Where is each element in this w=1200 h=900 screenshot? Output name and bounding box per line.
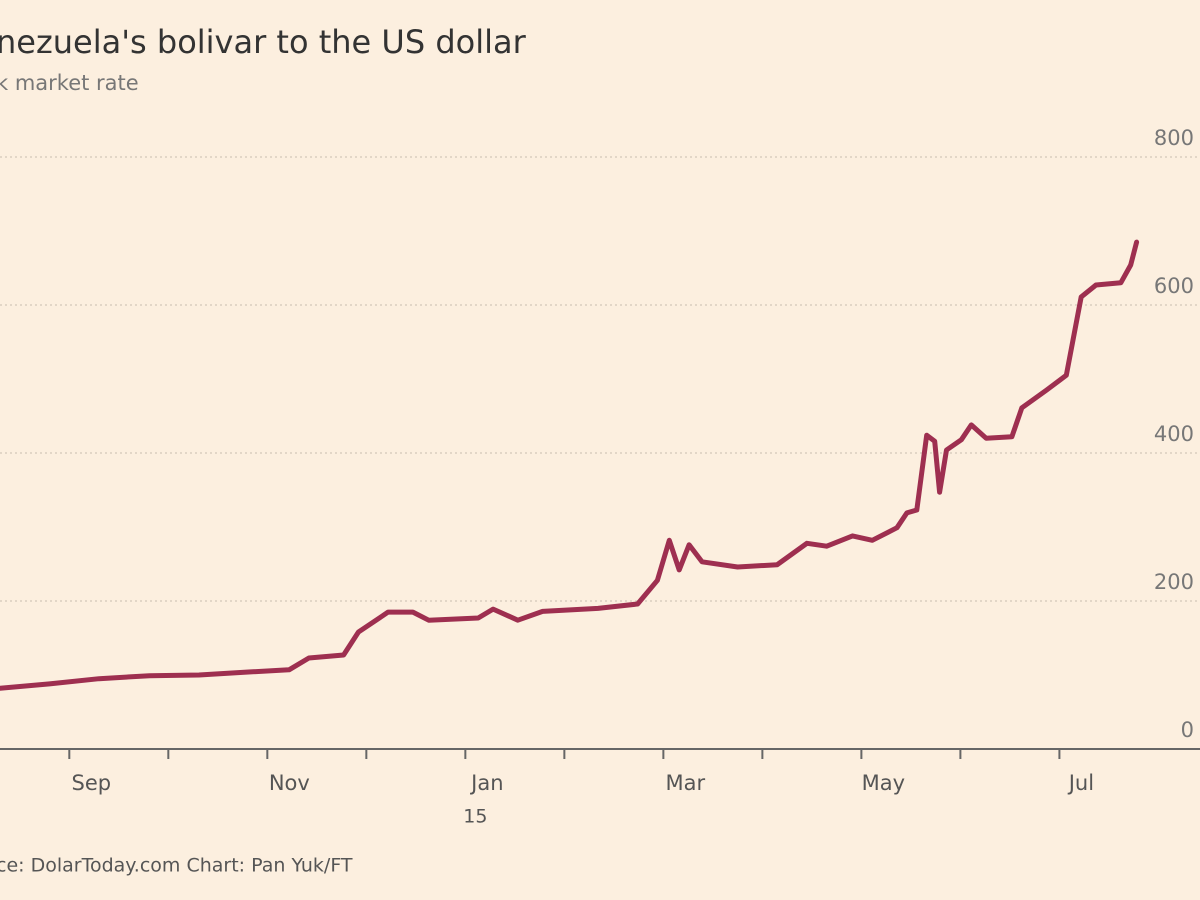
- x-tick-sublabel: 15: [463, 806, 487, 828]
- y-tick-label: 0: [1181, 718, 1194, 742]
- x-tick-label: May: [862, 771, 905, 795]
- y-tick-label: 600: [1154, 274, 1194, 298]
- y-tick-label: 800: [1154, 126, 1194, 150]
- y-tick-label: 200: [1154, 570, 1194, 594]
- x-tick-label: Nov: [269, 771, 310, 795]
- x-tick-label: Mar: [666, 771, 706, 795]
- y-tick-label: 400: [1154, 422, 1194, 446]
- x-tick-label: Jan: [469, 771, 503, 795]
- x-tick-label: Jul: [1067, 771, 1094, 795]
- chart-subtitle: k market rate: [0, 71, 139, 95]
- source: ce: DolarToday.com Chart: Pan Yuk/FT: [0, 855, 353, 877]
- chart-title: nezuela's bolivar to the US dollar: [0, 23, 527, 61]
- x-tick-label: Sep: [72, 771, 112, 795]
- data-line: [0, 239, 1140, 691]
